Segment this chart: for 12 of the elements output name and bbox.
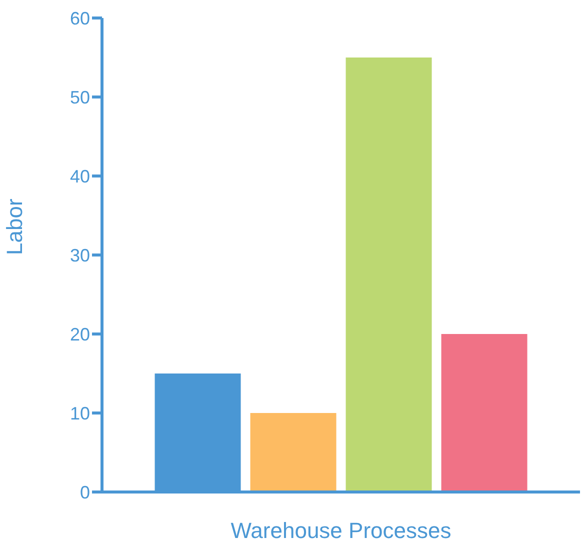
y-axis-title: Labor — [2, 198, 27, 255]
bar — [441, 334, 528, 492]
bar — [346, 58, 432, 492]
bar — [250, 413, 336, 492]
y-tick-label: 20 — [70, 324, 90, 344]
y-tick-label: 50 — [70, 87, 90, 108]
y-tick-label: 0 — [80, 482, 90, 502]
y-tick-label: 10 — [70, 403, 90, 424]
x-axis-title: Warehouse Processes — [230, 518, 452, 542]
y-tick-label: 40 — [70, 166, 90, 186]
y-tick-label: 30 — [70, 245, 90, 266]
y-tick-label: 60 — [70, 8, 90, 28]
